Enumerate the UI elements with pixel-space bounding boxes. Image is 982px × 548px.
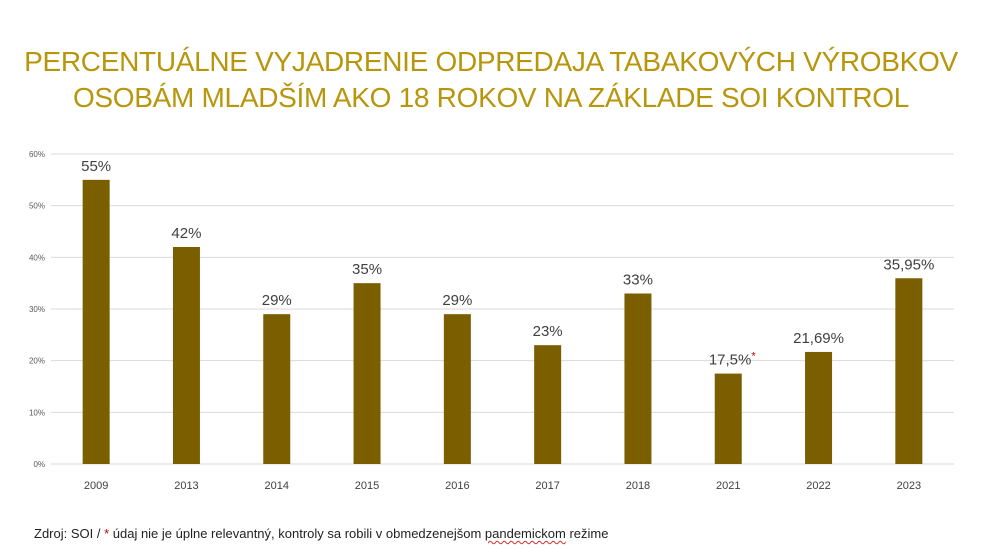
bar-2015 [353,283,381,464]
y-tick-label: 20% [29,357,45,366]
asterisk-mark: * [751,351,756,363]
bar-2017 [534,345,562,464]
y-tick-label: 30% [29,305,45,314]
bar-2021 [714,373,742,464]
bar-2018 [624,293,652,464]
x-tick-label-2022: 2022 [806,480,830,492]
source-footnote: Zdroj: SOI / * údaj nie je úplne relevan… [34,526,608,541]
data-label-2009: 55% [81,158,111,175]
bar-2014 [263,314,291,464]
x-tick-label-2021: 2021 [716,480,740,492]
y-tick-label: 10% [29,408,45,417]
bar-2022 [805,351,833,464]
x-tick-label-2009: 2009 [84,480,108,492]
x-axis-tick-labels: 2009 2013 2014 2015 2016 2017 2018 2021 2022 2023 [84,480,921,492]
x-tick-label-2017: 2017 [535,480,559,492]
x-tick-label-2016: 2016 [445,480,469,492]
y-axis-tick-labels: 0% 10% 20% 30% 40% 50% 60% [29,150,45,469]
data-label-2022: 21,69% [793,330,844,347]
x-tick-label-2018: 2018 [626,480,650,492]
data-label-2014: 29% [262,292,292,309]
footnote-prefix: Zdroj: SOI / [34,526,105,541]
bars [82,179,923,465]
data-label-2018: 33% [623,272,653,289]
footnote-text: údaj nie je úplne relevantný, kontroly s… [109,526,485,541]
bar-2016 [443,314,471,464]
data-label-2023: 35,95% [883,256,934,273]
x-tick-label-2023: 2023 [897,480,921,492]
x-tick-label-2013: 2013 [174,480,198,492]
data-label-2016: 29% [442,292,472,309]
footnote-text-end: režime [565,526,609,541]
x-tick-label-2014: 2014 [265,480,289,492]
data-label-2021: 17,5%* [709,351,757,369]
data-label-2017: 23% [533,323,563,340]
data-label-2013: 42% [171,225,201,242]
chart-title-line-2: OSOBÁM MLADŠÍM AKO 18 ROKOV NA ZÁKLADE S… [72,82,910,113]
data-label-2015: 35% [352,261,382,278]
y-tick-label: 60% [29,150,45,159]
y-tick-label: 50% [29,202,45,211]
gridlines [51,153,954,465]
bar-2023 [895,278,923,464]
chart-title: PERCENTUÁLNE VYJADRENIE ODPREDAJA TABAKO… [0,44,982,116]
bar-2013 [172,247,200,464]
footnote-spellcheck-word: pandemickom [484,526,566,541]
x-tick-label-2015: 2015 [355,480,379,492]
data-labels: 55% 42% 29% 35% 29% 23% 33% 17,5%* 21,69% 35,95% [81,158,934,369]
y-tick-label: 0% [33,460,45,469]
chart-title-line-1: PERCENTUÁLNE VYJADRENIE ODPREDAJA TABAKO… [24,46,958,77]
bar-2009 [82,179,110,465]
footnote-asterisk: * [104,526,110,541]
y-tick-label: 40% [29,253,45,262]
